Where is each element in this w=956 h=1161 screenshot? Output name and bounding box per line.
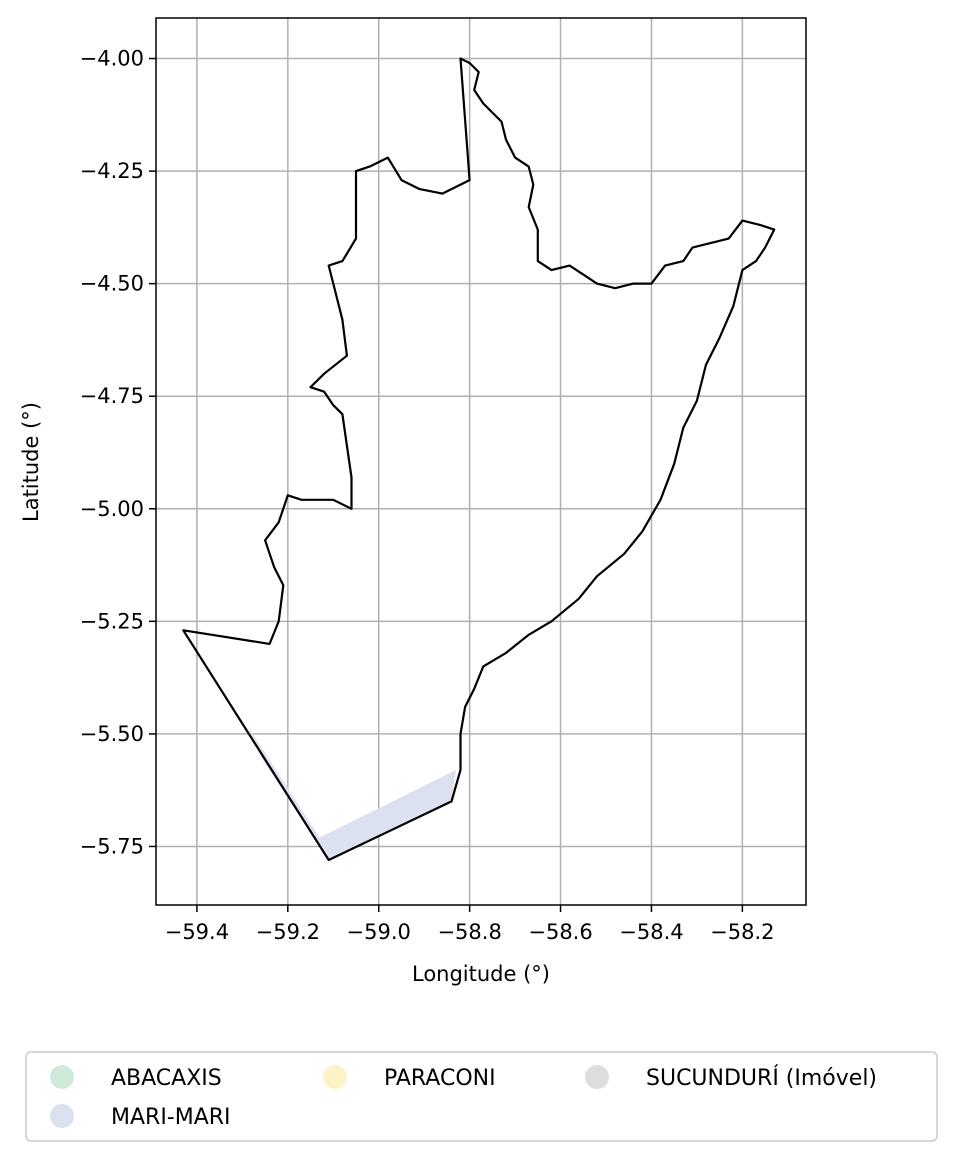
legend-label: ABACAXIS — [111, 1066, 222, 1091]
y-axis-label: Latitude (°) — [19, 402, 43, 522]
municipality-boundary — [182, 57, 776, 862]
legend-label: PARACONI — [384, 1066, 496, 1091]
legend-label: SUCUNDURÍ (Imóvel) — [646, 1065, 877, 1091]
y-tick-label: −4.75 — [80, 384, 144, 408]
y-tick-label: −5.75 — [80, 834, 144, 858]
y-tick-label: −4.50 — [80, 272, 144, 296]
y-axis-ticks: −4.00 −4.25 −4.50 −4.75 −5.00 −5.25 −5.50 −5.75 — [80, 47, 156, 858]
region-mari-mari — [246, 724, 456, 860]
boundary-layer — [182, 57, 776, 862]
gridlines — [156, 18, 806, 905]
x-tick-label: −59.0 — [347, 920, 411, 944]
legend-marker — [323, 1065, 347, 1089]
legend-label: MARI-MARI — [111, 1105, 231, 1130]
legend-item-paraconi: PARACONI — [323, 1065, 496, 1091]
y-tick-label: −4.25 — [80, 159, 144, 183]
legend-frame — [25, 1051, 938, 1142]
legend-item-mari-mari: MARI-MARI — [50, 1104, 231, 1130]
x-tick-label: −59.2 — [256, 920, 320, 944]
x-tick-label: −58.8 — [437, 920, 501, 944]
y-tick-label: −4.00 — [80, 47, 144, 71]
x-axis-ticks: −59.4 −59.2 −59.0 −58.8 −58.6 −58.4 −58.2 — [165, 905, 775, 944]
x-tick-label: −59.4 — [165, 920, 229, 944]
region-fills — [246, 724, 456, 860]
legend-marker — [50, 1104, 74, 1128]
x-tick-label: −58.6 — [528, 920, 592, 944]
x-tick-label: −58.2 — [710, 920, 774, 944]
legend-marker — [50, 1065, 74, 1089]
y-tick-label: −5.00 — [80, 497, 144, 521]
x-tick-label: −58.4 — [619, 920, 683, 944]
y-tick-label: −5.25 — [80, 609, 144, 633]
legend: ABACAXIS MARI-MARI PARACONI SUCUNDURÍ (I… — [25, 1051, 938, 1142]
legend-marker — [585, 1065, 609, 1089]
axes-frame — [155, 17, 807, 906]
legend-item-abacaxis: ABACAXIS — [50, 1065, 222, 1091]
x-axis-label: Longitude (°) — [412, 962, 550, 986]
legend-item-sucunduri: SUCUNDURÍ (Imóvel) — [585, 1065, 877, 1091]
y-tick-label: −5.50 — [80, 722, 144, 746]
